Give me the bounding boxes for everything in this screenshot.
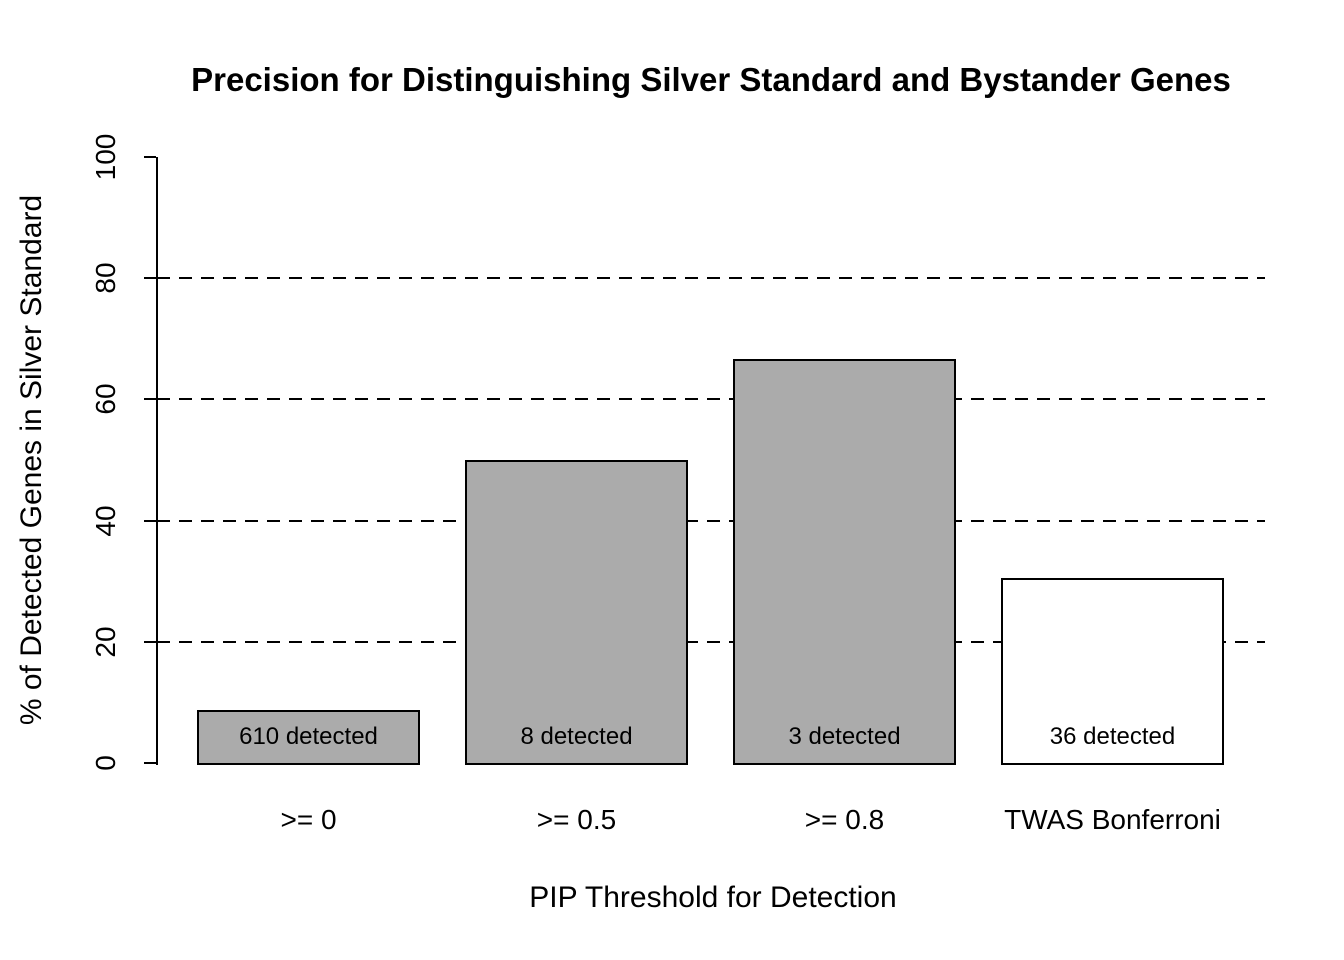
bar-count-label: 36 detected xyxy=(1049,723,1176,750)
y-tick-label: 60 xyxy=(90,383,121,415)
y-tick-label: 80 xyxy=(90,262,121,294)
gridline xyxy=(157,640,1265,643)
bar-count-label: 610 detected xyxy=(239,723,378,750)
y-tick-label: 40 xyxy=(90,505,121,537)
bar-count-label: 3 detected xyxy=(788,723,901,750)
gridline xyxy=(157,277,1265,280)
bar-count-label: 8 detected xyxy=(520,723,633,750)
gridline xyxy=(157,519,1265,522)
gridline xyxy=(157,398,1265,401)
bar xyxy=(465,460,688,765)
y-axis-tick xyxy=(144,519,156,522)
y-tick-label: 20 xyxy=(90,626,121,658)
y-axis-tick xyxy=(144,156,156,158)
x-category-label: >= 0 xyxy=(280,804,337,835)
y-axis-tick xyxy=(144,762,156,764)
x-category-label: TWAS Bonferroni xyxy=(1004,804,1221,835)
x-category-label: >= 0.8 xyxy=(804,804,885,835)
y-axis-line xyxy=(156,157,158,765)
chart-title: Precision for Distinguishing Silver Stan… xyxy=(191,61,1231,98)
x-category-label: >= 0.5 xyxy=(536,804,617,835)
x-axis-title: PIP Threshold for Detection xyxy=(529,881,897,914)
y-axis-tick xyxy=(144,640,156,643)
bar xyxy=(197,710,420,765)
bar xyxy=(733,358,956,765)
y-axis-tick xyxy=(144,398,156,401)
y-axis-tick xyxy=(144,277,156,280)
y-tick-label: 100 xyxy=(90,133,121,181)
y-tick-label: 0 xyxy=(90,755,121,771)
bar xyxy=(1001,577,1224,765)
